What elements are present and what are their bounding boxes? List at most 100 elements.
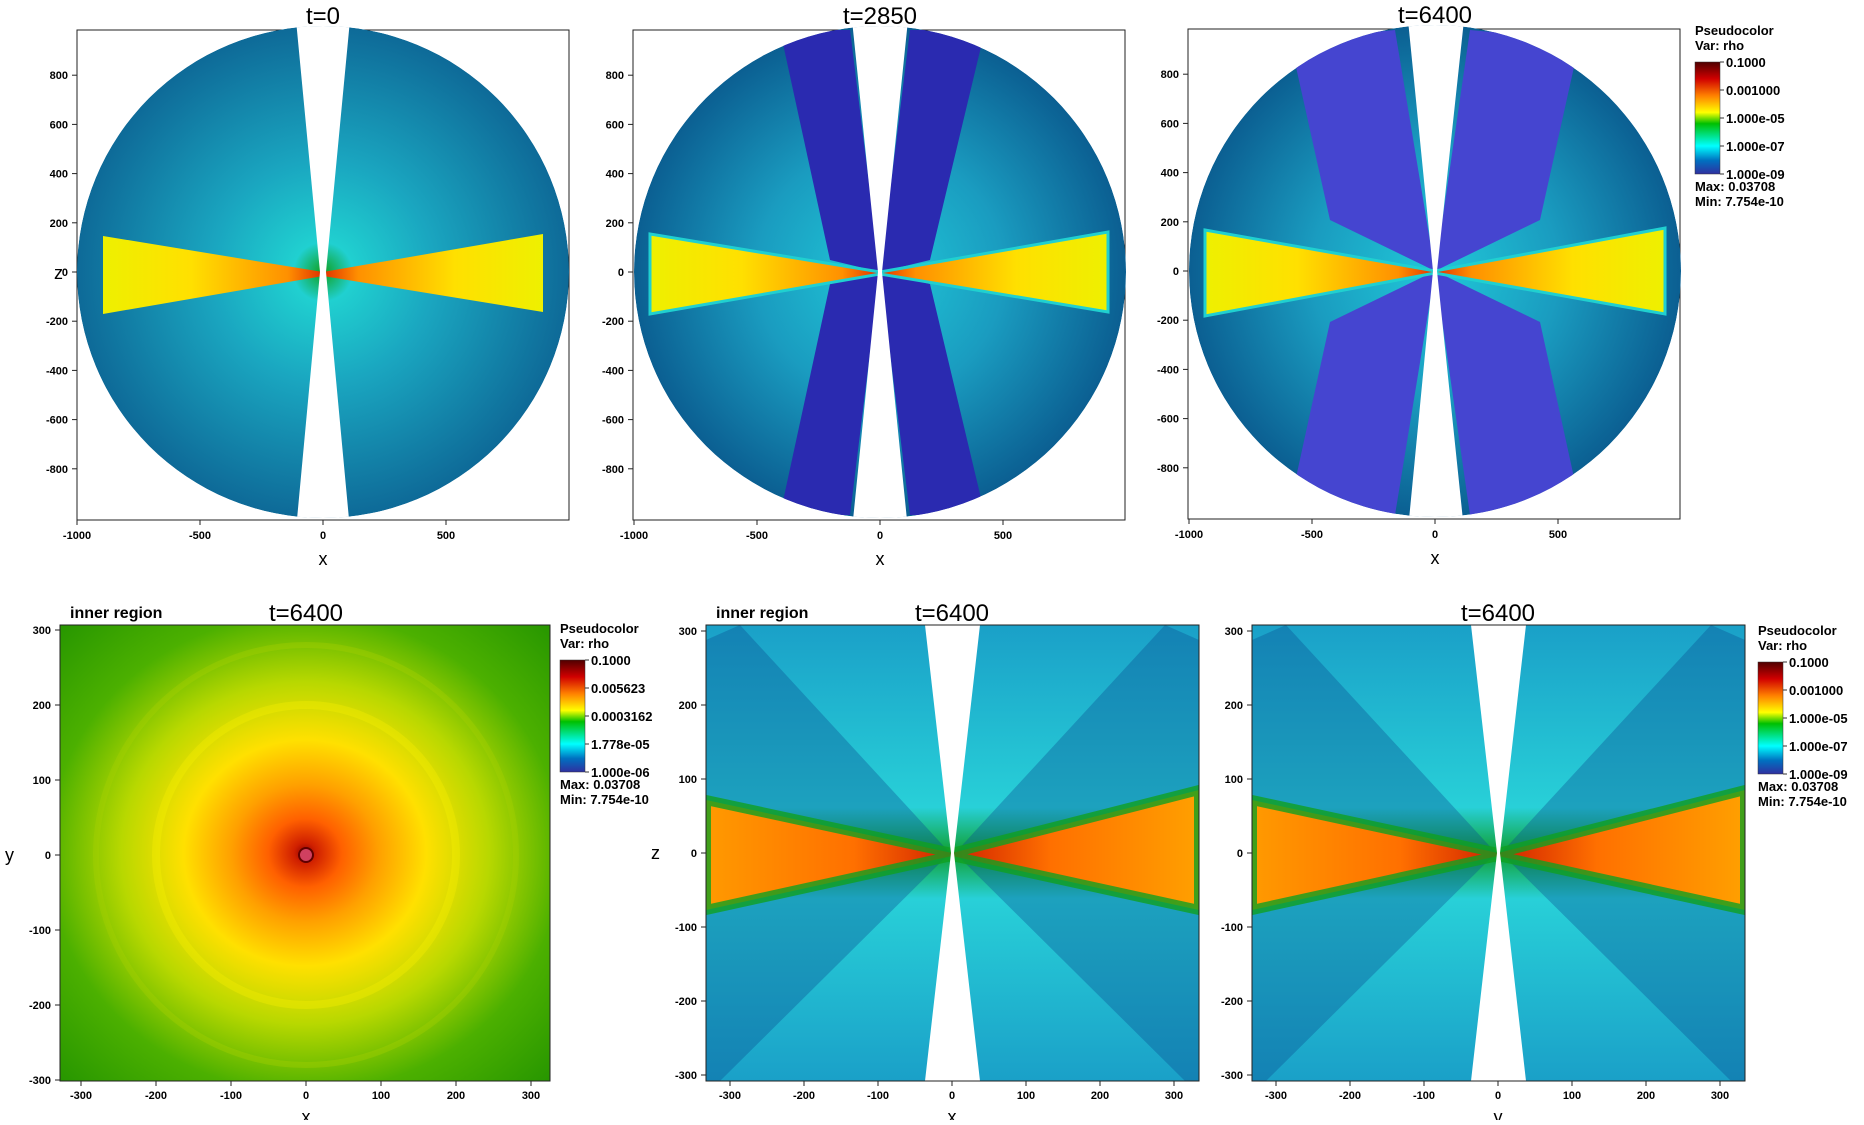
cone-gap bbox=[852, 26, 908, 518]
legend-tick-label: 1.000e-07 bbox=[1726, 139, 1785, 154]
panel-top-0 bbox=[76, 26, 570, 521]
x-axis-label: x bbox=[948, 1107, 957, 1120]
x-axis-label: y bbox=[1494, 1107, 1503, 1120]
cone-gap bbox=[1471, 625, 1526, 1081]
x-tick-label: 0 bbox=[877, 530, 883, 542]
legend-tick-label: 1.000e-05 bbox=[1726, 111, 1785, 126]
y-tick-label: 600 bbox=[50, 119, 68, 131]
y-tick-label: -200 bbox=[602, 316, 624, 328]
legend-plot-name: Pseudocolor bbox=[1758, 623, 1837, 638]
region-tag: inner region bbox=[70, 605, 162, 622]
y-tick-label: 200 bbox=[50, 218, 68, 230]
panel-bottom-1 bbox=[705, 624, 1200, 1082]
legend-min: Min: 7.754e-10 bbox=[560, 792, 649, 807]
legend-tick-label: 0.1000 bbox=[1789, 655, 1829, 670]
legend-tick-label: 1.000e-09 bbox=[1789, 767, 1848, 782]
y-tick-label: 200 bbox=[33, 700, 51, 712]
legend-tick-label: 1.000e-05 bbox=[1789, 711, 1848, 726]
legend-max: Max: 0.03708 bbox=[560, 777, 640, 792]
x-axis-label: x bbox=[876, 549, 885, 569]
x-tick-label: 300 bbox=[1165, 1090, 1183, 1102]
x-tick-label: -1000 bbox=[63, 530, 91, 542]
legend-colorbar bbox=[1757, 661, 1784, 775]
x-tick-label: 100 bbox=[1017, 1090, 1035, 1102]
y-tick-label: 300 bbox=[679, 626, 697, 638]
panel-top-2 bbox=[1187, 25, 1681, 520]
y-axis-label: z bbox=[54, 263, 63, 283]
y-tick-label: -300 bbox=[29, 1075, 51, 1087]
legend-tick-label: 1.778e-05 bbox=[591, 737, 650, 752]
y-tick-label: 800 bbox=[1161, 69, 1179, 81]
outflow-lobe bbox=[880, 30, 985, 272]
outflow-lobe bbox=[1435, 30, 1580, 271]
x-tick-label: 200 bbox=[1637, 1090, 1655, 1102]
panel-top-1 bbox=[632, 26, 1126, 521]
y-tick-label: -200 bbox=[29, 1000, 51, 1012]
legend-max: Max: 0.03708 bbox=[1695, 179, 1775, 194]
region-tag: inner region bbox=[716, 605, 808, 622]
x-tick-label: -500 bbox=[189, 530, 211, 542]
x-tick-label: -300 bbox=[70, 1090, 92, 1102]
inner-ring bbox=[93, 642, 519, 1068]
legend-plot-name: Pseudocolor bbox=[1695, 23, 1774, 38]
x-tick-label: -500 bbox=[746, 530, 768, 542]
panel-title: t=6400 bbox=[1461, 600, 1535, 627]
legend-tick-label: 1.000e-07 bbox=[1789, 739, 1848, 754]
y-tick-label: -600 bbox=[46, 415, 68, 427]
x-tick-label: 200 bbox=[447, 1090, 465, 1102]
x-axis-label: x bbox=[1431, 548, 1440, 568]
y-tick-label: 300 bbox=[33, 625, 51, 637]
outflow-lobe bbox=[1435, 271, 1580, 515]
legend-max: Max: 0.03708 bbox=[1758, 779, 1838, 794]
legend-plot-name: Pseudocolor bbox=[560, 621, 639, 636]
legend-variable: Var: rho bbox=[560, 636, 609, 651]
legend-tick-label: 0.1000 bbox=[591, 653, 631, 668]
y-tick-label: -800 bbox=[46, 464, 68, 476]
y-tick-label: -100 bbox=[29, 925, 51, 937]
y-tick-label: 100 bbox=[679, 774, 697, 786]
legend-min: Min: 7.754e-10 bbox=[1695, 194, 1784, 209]
legend-variable: Var: rho bbox=[1695, 38, 1744, 53]
annotations: t=0-1000 -500 0 5008006004002000-200-400-60… bbox=[5, 2, 1848, 1125]
legend-tick-label: 0.1000 bbox=[1726, 55, 1766, 70]
y-tick-label: -200 bbox=[1221, 996, 1243, 1008]
y-tick-label: -600 bbox=[1157, 414, 1179, 426]
x-tick-label: -100 bbox=[867, 1090, 889, 1102]
y-tick-label: 200 bbox=[606, 218, 624, 230]
panel-bottom-0 bbox=[59, 624, 551, 1082]
outflow-lobe bbox=[1290, 271, 1435, 515]
outflow-lobe bbox=[880, 272, 985, 515]
y-tick-label: 0 bbox=[62, 267, 68, 279]
y-tick-label: 300 bbox=[1225, 626, 1243, 638]
x-tick-label: 0 bbox=[303, 1090, 309, 1102]
inner-core bbox=[298, 847, 314, 863]
panel-title: t=6400 bbox=[1398, 2, 1472, 29]
legend-colorbar bbox=[1694, 61, 1721, 175]
y-tick-label: 0 bbox=[1173, 266, 1179, 278]
x-tick-label: -100 bbox=[1413, 1090, 1435, 1102]
legend-variable: Var: rho bbox=[1758, 638, 1807, 653]
y-tick-label: 600 bbox=[1161, 118, 1179, 130]
x-tick-label: 0 bbox=[1432, 529, 1438, 541]
x-axis-label: x bbox=[302, 1107, 311, 1120]
x-tick-label: 100 bbox=[372, 1090, 390, 1102]
legend-tick-label: 0.001000 bbox=[1726, 83, 1780, 98]
y-axis-label: y bbox=[5, 845, 14, 865]
y-tick-label: 400 bbox=[50, 169, 68, 181]
legend-tick-label: 0.001000 bbox=[1789, 683, 1843, 698]
y-tick-label: -200 bbox=[675, 996, 697, 1008]
x-tick-label: -1000 bbox=[1175, 529, 1203, 541]
y-tick-label: -200 bbox=[46, 316, 68, 328]
x-tick-label: -300 bbox=[719, 1090, 741, 1102]
x-tick-label: -300 bbox=[1265, 1090, 1287, 1102]
y-tick-label: 400 bbox=[1161, 168, 1179, 180]
x-tick-label: -200 bbox=[145, 1090, 167, 1102]
y-tick-label: -800 bbox=[602, 464, 624, 476]
panel-bottom-2 bbox=[1251, 624, 1746, 1082]
panel-title: t=6400 bbox=[915, 600, 989, 627]
y-tick-label: 200 bbox=[1161, 217, 1179, 229]
legend-colorbar bbox=[559, 659, 586, 773]
y-tick-label: 600 bbox=[606, 119, 624, 131]
x-tick-label: -200 bbox=[1339, 1090, 1361, 1102]
